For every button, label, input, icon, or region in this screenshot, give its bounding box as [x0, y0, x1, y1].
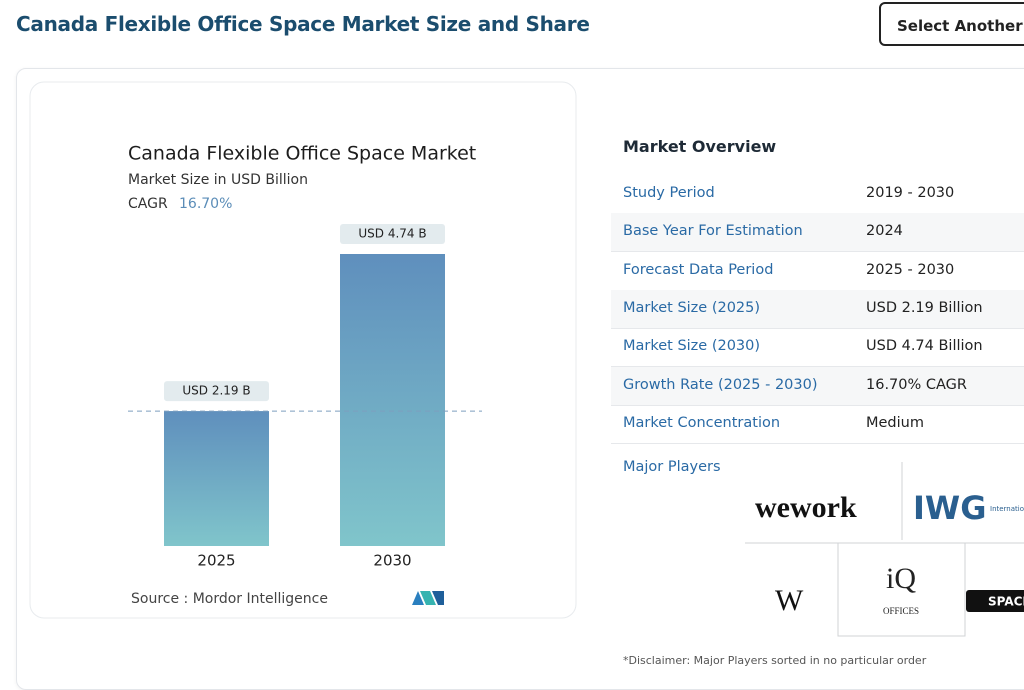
player-grid	[745, 462, 1024, 637]
overview-row: Market Size (2030) USD 4.74 Billion	[611, 328, 1024, 368]
row-label: Growth Rate (2025 - 2030)	[623, 376, 818, 393]
row-value: USD 4.74 Billion	[866, 338, 983, 355]
row-value: Medium	[866, 414, 924, 431]
cagr-label: CAGR	[128, 196, 168, 212]
row-label: Market Size (2025)	[623, 299, 761, 316]
source-logo	[412, 591, 444, 605]
x-tick-label: 2025	[197, 552, 235, 570]
row-value: 2024	[866, 223, 903, 240]
value-label-box	[164, 381, 269, 402]
overview-row: Forecast Data Period 2025 - 2030	[611, 252, 1024, 291]
overview-row: Base Year For Estimation 2024	[611, 213, 1024, 253]
row-value: 2025 - 2030	[866, 261, 955, 278]
overview-title: Market Overview	[623, 137, 777, 156]
row-label: Study Period	[623, 185, 715, 201]
player-logo: SPACES	[988, 595, 1024, 609]
overview-row: Growth Rate (2025 - 2030) 16.70% CAGR	[611, 366, 1024, 406]
cagr-value: 16.70%	[179, 196, 232, 212]
players-label: Major Players	[623, 459, 721, 475]
value-label-box	[340, 224, 445, 244]
disclaimer: *Disclaimer: Major Players sorted in no …	[623, 654, 927, 667]
value-label: USD 2.19 B	[182, 384, 250, 398]
bar	[340, 254, 445, 546]
row-label: Forecast Data Period	[623, 261, 774, 278]
player-logo-caption: International Workplace Group	[990, 505, 1024, 513]
value-label: USD 4.74 B	[358, 227, 426, 241]
chart: Canada Flexible Office Space Market Mark…	[29, 81, 1024, 637]
player-logo: iQ	[886, 562, 916, 595]
source: Source : Mordor Intelligence	[131, 591, 328, 607]
player-logo: IWG	[913, 489, 986, 527]
overview-row: Market Concentration Medium	[611, 405, 1024, 444]
player-logo-box	[966, 590, 1024, 612]
overview-row: Study Period 2019 - 2030	[611, 175, 1024, 214]
select-button[interactable]: Select Another	[879, 2, 1024, 46]
x-tick-label: 2030	[373, 552, 411, 570]
bar	[164, 411, 269, 546]
row-label: Market Size (2030)	[623, 338, 761, 355]
row-value: 2019 - 2030	[866, 185, 955, 201]
page: Canada Flexible Office Space Market Mark…	[16, 2, 1024, 690]
chart-title: Canada Flexible Office Space Market	[128, 143, 476, 165]
player-logo: wework	[755, 491, 857, 524]
player-logo-caption: OFFICES	[883, 606, 919, 616]
overview-row: Market Size (2025) USD 2.19 Billion	[611, 289, 1024, 329]
chart-subtitle: Market Size in USD Billion	[128, 172, 308, 188]
player-logo: W	[775, 584, 804, 617]
page-title: Canada Flexible Office Space Market Size…	[16, 12, 590, 36]
row-label: Base Year For Estimation	[623, 223, 803, 240]
row-value: USD 2.19 Billion	[866, 299, 983, 316]
row-label: Market Concentration	[623, 414, 781, 431]
row-value: 16.70% CAGR	[866, 376, 967, 393]
